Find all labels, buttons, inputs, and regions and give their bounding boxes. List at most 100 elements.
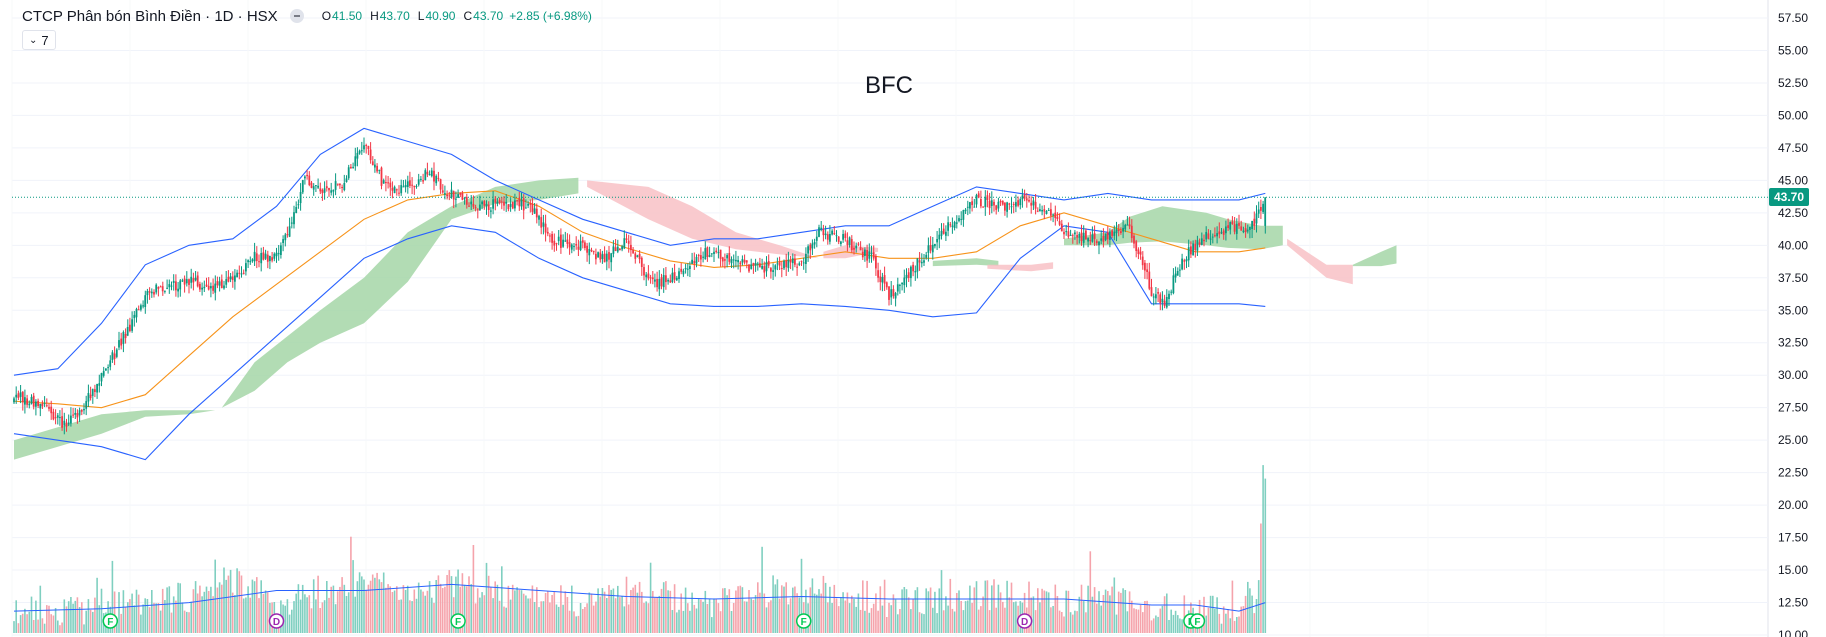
symbol-title[interactable]: CTCP Phân bón Bình Điền · 1D · HSX — [22, 7, 278, 25]
volume-bar — [636, 592, 639, 633]
candle-body — [678, 271, 680, 279]
candle-body — [39, 403, 42, 409]
candle-body — [150, 291, 153, 294]
volume-bar — [785, 582, 787, 633]
volume-bar — [969, 585, 971, 633]
volume-bar — [400, 599, 402, 633]
candle-body — [229, 276, 232, 280]
candle-body — [1034, 201, 1037, 209]
candle-body — [21, 391, 24, 403]
volume-bar — [831, 603, 833, 633]
candle-body — [374, 164, 376, 168]
price-tick-label: 25.00 — [1778, 433, 1808, 447]
volume-bar — [221, 584, 223, 633]
volume-bar — [1249, 588, 1251, 633]
candle-body — [144, 295, 147, 307]
volume-bar — [57, 620, 59, 633]
volume-bar — [1247, 581, 1249, 633]
volume-bar — [894, 599, 897, 633]
volume-bar — [1126, 611, 1129, 633]
candle-body — [437, 177, 440, 179]
candle-body — [94, 389, 96, 392]
event-marker-circle — [795, 613, 812, 629]
candle-body — [1161, 298, 1164, 303]
volume-bar — [940, 570, 943, 633]
event-marker-f[interactable]: F — [450, 613, 466, 629]
candle-body — [697, 255, 700, 257]
candle-body — [1179, 269, 1181, 271]
candle-body — [518, 197, 521, 207]
candle-body — [1028, 199, 1030, 202]
minimize-icon[interactable] — [289, 9, 304, 23]
candle-body — [1205, 232, 1208, 240]
volume-bar — [1023, 592, 1026, 633]
candle-body — [544, 223, 547, 233]
candle-body — [1032, 200, 1035, 206]
volume-bar — [748, 590, 750, 633]
volume-bar — [446, 575, 448, 633]
volume-bar — [1150, 620, 1153, 633]
event-marker-d[interactable]: D — [1016, 613, 1033, 629]
candle-body — [430, 170, 433, 177]
event-marker-f[interactable]: F — [1189, 613, 1206, 629]
volume-bar — [743, 601, 746, 633]
volume-bar — [916, 587, 919, 633]
volume-bar — [1244, 595, 1247, 633]
volume-bar — [350, 536, 352, 633]
volume-bar — [520, 590, 523, 633]
volume-bar — [588, 592, 591, 633]
volume-bar — [385, 587, 387, 633]
volume-bar — [396, 586, 398, 633]
candle-body — [710, 253, 713, 255]
volume-bar — [398, 599, 400, 633]
volume-bar — [892, 594, 895, 633]
volume-bar — [1076, 611, 1078, 633]
volume-bar — [516, 587, 518, 633]
candle-body — [1078, 233, 1081, 238]
candle-body — [1251, 220, 1253, 229]
candle-body — [175, 281, 177, 291]
symbol-header: CTCP Phân bón Bình Điền · 1D · HSX O 41.5… — [22, 7, 592, 25]
volume-bar — [697, 598, 700, 633]
candle-body — [63, 420, 66, 426]
candle-body — [888, 286, 890, 300]
event-marker-circle — [1016, 613, 1033, 629]
event-marker-f[interactable]: F — [102, 613, 119, 629]
event-marker-d[interactable]: D — [268, 613, 285, 629]
volume-bar — [630, 590, 632, 633]
indicators-toggle-button[interactable]: ⌄ 7 — [22, 30, 56, 50]
candle-body — [840, 241, 842, 244]
candle-body — [28, 403, 31, 406]
candle-body — [41, 403, 44, 407]
price-axis[interactable]: 57.50 55.00 52.50 50.00 47.50 45.00 42.50 40.00… — [1778, 11, 1808, 637]
volume-bar — [479, 597, 481, 633]
candle-body — [234, 275, 236, 282]
volume-bar — [238, 571, 241, 633]
volume-bar — [61, 622, 63, 633]
candle-body — [1004, 202, 1006, 211]
price-tick-label: 20.00 — [1778, 498, 1808, 512]
candle-body — [743, 259, 746, 263]
candle-body — [352, 166, 354, 168]
candle-body — [1060, 223, 1063, 232]
volume-bar — [921, 613, 923, 633]
volume-bar — [868, 612, 871, 633]
candle-body — [1015, 202, 1017, 207]
candle-body — [214, 283, 217, 293]
volume-bar — [1255, 599, 1258, 633]
candle-body — [682, 270, 685, 275]
candle-body — [776, 263, 779, 265]
candle-body — [498, 199, 501, 203]
event-markers[interactable]: FDFFDFF — [102, 613, 1206, 629]
volume-bar — [1240, 606, 1242, 633]
candle-body — [339, 183, 341, 186]
event-marker-f[interactable]: F — [795, 613, 812, 629]
candle-body — [157, 287, 160, 289]
candle-body — [595, 253, 597, 260]
volume-bar — [1093, 587, 1096, 633]
volume-bar — [980, 606, 982, 633]
candle-body — [953, 222, 956, 228]
volume-bar — [1137, 609, 1140, 633]
candle-body — [192, 278, 195, 283]
